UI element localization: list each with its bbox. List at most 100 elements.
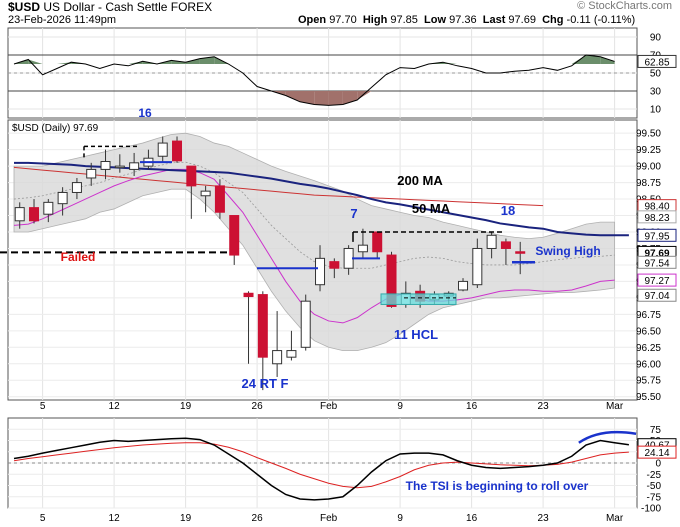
- x-tick-label: 16: [466, 513, 478, 524]
- x-tick-label: Feb: [320, 401, 338, 412]
- price-label: 97.04: [644, 291, 669, 302]
- tsi-y-tick-label: 0: [655, 459, 661, 470]
- candle-body: [71, 182, 82, 193]
- tsi-last-value-label: 24.14: [644, 448, 669, 459]
- candle-body: [186, 165, 197, 187]
- candle-body: [472, 247, 483, 286]
- price-label-box: [637, 273, 677, 287]
- rsi-y-tick-label: 10: [650, 105, 662, 116]
- tsi-y-tick-label: -25: [647, 470, 662, 481]
- low-label: Low: [424, 14, 447, 26]
- tsi-line: [13, 437, 630, 501]
- price-annotation: 24 RT F: [242, 376, 289, 391]
- candle-body: [315, 257, 326, 286]
- rsi-oversold-fill: [285, 91, 300, 102]
- datetime: 23-Feb-2026 11:49pm: [8, 14, 117, 26]
- x-tick-label: 23: [538, 513, 550, 524]
- x-tick-label: 9: [397, 513, 403, 524]
- last-value: 97.69: [508, 14, 536, 26]
- candle-body: [200, 190, 211, 197]
- candle-body: [100, 161, 111, 170]
- rsi-last-value-label: 62.85: [644, 57, 669, 68]
- rsi-oversold-fill: [357, 91, 372, 100]
- candle-body: [458, 280, 469, 291]
- candle-body: [357, 244, 368, 253]
- price-annotation: Failed: [61, 250, 96, 264]
- chg-value: -0.11 (-0.11%): [566, 14, 636, 26]
- x-tick-label: 19: [180, 401, 192, 412]
- rsi-oversold-fill: [300, 91, 315, 105]
- rsi-last-value-box: [637, 54, 677, 68]
- candle-body: [286, 350, 297, 358]
- rsi-y-tick-label: 30: [650, 87, 662, 98]
- price-label: 97.54: [644, 258, 669, 269]
- price-label: 97.95: [644, 231, 669, 242]
- candle-body: [114, 165, 125, 169]
- x-tick-label: Mar: [606, 513, 624, 524]
- price-label: 98.40: [644, 202, 669, 213]
- price-label-box: [637, 210, 677, 224]
- high-label: High: [362, 14, 388, 26]
- candle-body: [157, 142, 168, 157]
- price-annotation: 16: [138, 106, 152, 120]
- x-tick-label: 23: [538, 401, 550, 412]
- price-label: 97.69: [644, 248, 669, 259]
- candle-body: [500, 241, 511, 249]
- price-y-tick-label: 96.00: [636, 359, 661, 370]
- candle-body: [14, 207, 25, 222]
- candle-body: [372, 231, 383, 253]
- candle-body: [272, 350, 283, 365]
- tsi-signal-line: [13, 442, 629, 489]
- candle-body: [129, 162, 140, 170]
- tsi-rollover-arc: [578, 430, 637, 444]
- candle-body: [243, 292, 254, 298]
- rsi-y-tick-label: 50: [650, 69, 662, 80]
- candle-body: [486, 234, 497, 249]
- bollinger-middle-line: [13, 161, 615, 269]
- candle-body: [515, 251, 526, 254]
- rsi-oversold-fill: [328, 91, 343, 106]
- tsi-annotation: The TSI is beginning to roll over: [406, 479, 589, 493]
- x-tick-label: 16: [466, 401, 478, 412]
- price-y-tick-label: 99.25: [636, 145, 661, 156]
- fast-ma-line: [13, 168, 615, 324]
- price-label-box: [637, 288, 677, 302]
- price-y-tick-label: 99.50: [636, 129, 661, 140]
- chg-label: Chg: [542, 14, 564, 26]
- x-tick-label: 19: [180, 513, 192, 524]
- candle-body: [229, 215, 240, 256]
- symbol: $USD: [8, 0, 41, 14]
- low-value: 97.36: [449, 14, 477, 26]
- tsi-y-tick-label: 75: [650, 425, 662, 436]
- ma200-line: [13, 166, 544, 207]
- x-tick-label: 12: [109, 513, 121, 524]
- candle-body: [300, 300, 311, 348]
- candle-body: [172, 140, 183, 162]
- candle-body: [214, 185, 225, 213]
- x-tick-label: 26: [252, 513, 264, 524]
- price-y-tick-label: 96.25: [636, 343, 661, 354]
- candle-body: [29, 207, 40, 222]
- price-annotation: 7: [350, 206, 357, 221]
- rsi-y-tick-label: 90: [650, 33, 662, 44]
- price-label: 97.27: [644, 276, 669, 287]
- x-tick-label: Feb: [320, 513, 338, 524]
- hcl-box: [380, 293, 457, 305]
- price-annotation: 200 MA: [397, 173, 443, 188]
- price-annotation: Swing High: [535, 244, 600, 258]
- x-tick-label: 9: [397, 401, 403, 412]
- x-tick-label: 12: [109, 401, 121, 412]
- price-y-tick-label: 99.00: [636, 162, 661, 173]
- rsi-line: [13, 54, 615, 106]
- rsi-overbought-fill: [128, 61, 143, 64]
- chart-title-row: $USD US Dollar - Cash Settle FOREX: [8, 0, 212, 14]
- candle-body: [257, 294, 268, 358]
- tsi-last-value-box: [637, 445, 677, 459]
- price-annotation: 11 HCL: [394, 327, 438, 342]
- candle-body: [329, 261, 340, 269]
- price-y-tick-label: 96.75: [636, 310, 661, 321]
- price-y-tick-label: 98.75: [636, 178, 661, 189]
- candle-body: [86, 168, 97, 179]
- price-annotation: 50 MA: [412, 201, 451, 216]
- candle-body: [43, 201, 54, 215]
